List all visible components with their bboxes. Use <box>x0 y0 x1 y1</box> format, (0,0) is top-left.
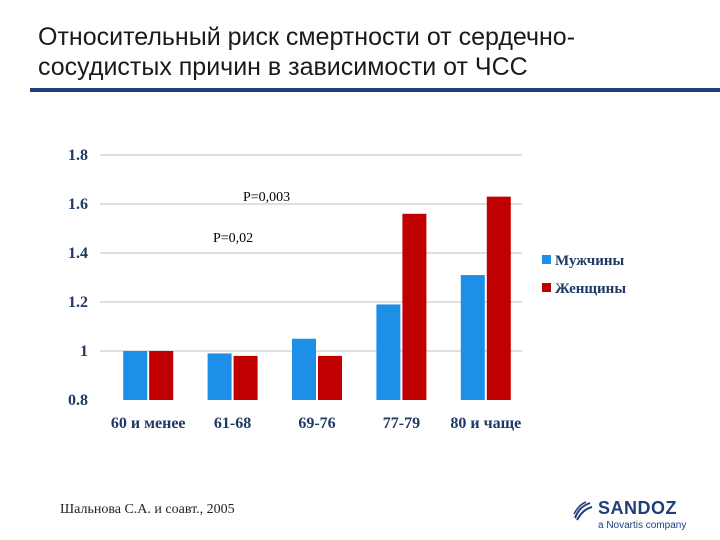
p-value-annotation: P=0,02 <box>213 231 253 246</box>
p-value-annotation: P=0,003 <box>243 190 290 205</box>
legend-swatch <box>542 255 551 264</box>
bar-men-0 <box>123 351 148 400</box>
x-category-label: 80 и чаще <box>450 415 521 432</box>
bar-women-1 <box>233 355 258 400</box>
x-category-label: 77-79 <box>383 415 420 432</box>
y-tick-label: 1 <box>80 343 88 360</box>
sandoz-logo: SANDOZ a Novartis company <box>572 498 692 534</box>
source-citation: Шальнова С.А. и соавт., 2005 <box>60 502 235 517</box>
y-tick-label: 1.8 <box>68 147 88 164</box>
y-tick-label: 1.4 <box>68 245 88 262</box>
logo-brand: SANDOZ <box>598 498 677 518</box>
y-tick-label: 1.2 <box>68 294 88 311</box>
logo-subtitle: a Novartis company <box>598 520 687 531</box>
x-category-label: 69-76 <box>298 415 335 432</box>
slide-title: Относительный риск смертности от сердечн… <box>38 23 576 81</box>
legend-label: Мужчины <box>555 253 625 269</box>
bar-women-0 <box>149 351 174 400</box>
bar-men-2 <box>292 338 316 400</box>
bar-men-3 <box>376 304 401 400</box>
legend-label: Женщины <box>555 281 626 297</box>
title-rule <box>30 88 720 92</box>
bar-women-2 <box>318 355 342 400</box>
bar-men-4 <box>460 275 485 400</box>
legend-swatch <box>542 283 551 292</box>
bar-men-1 <box>207 353 232 400</box>
y-tick-label: 0.8 <box>68 392 88 409</box>
x-category-label: 60 и менее <box>111 415 186 432</box>
bar-women-3 <box>402 213 427 400</box>
bar-women-4 <box>486 196 511 400</box>
x-category-label: 61-68 <box>214 415 251 432</box>
sandoz-mark-icon <box>573 501 593 521</box>
y-tick-label: 1.6 <box>68 196 88 213</box>
